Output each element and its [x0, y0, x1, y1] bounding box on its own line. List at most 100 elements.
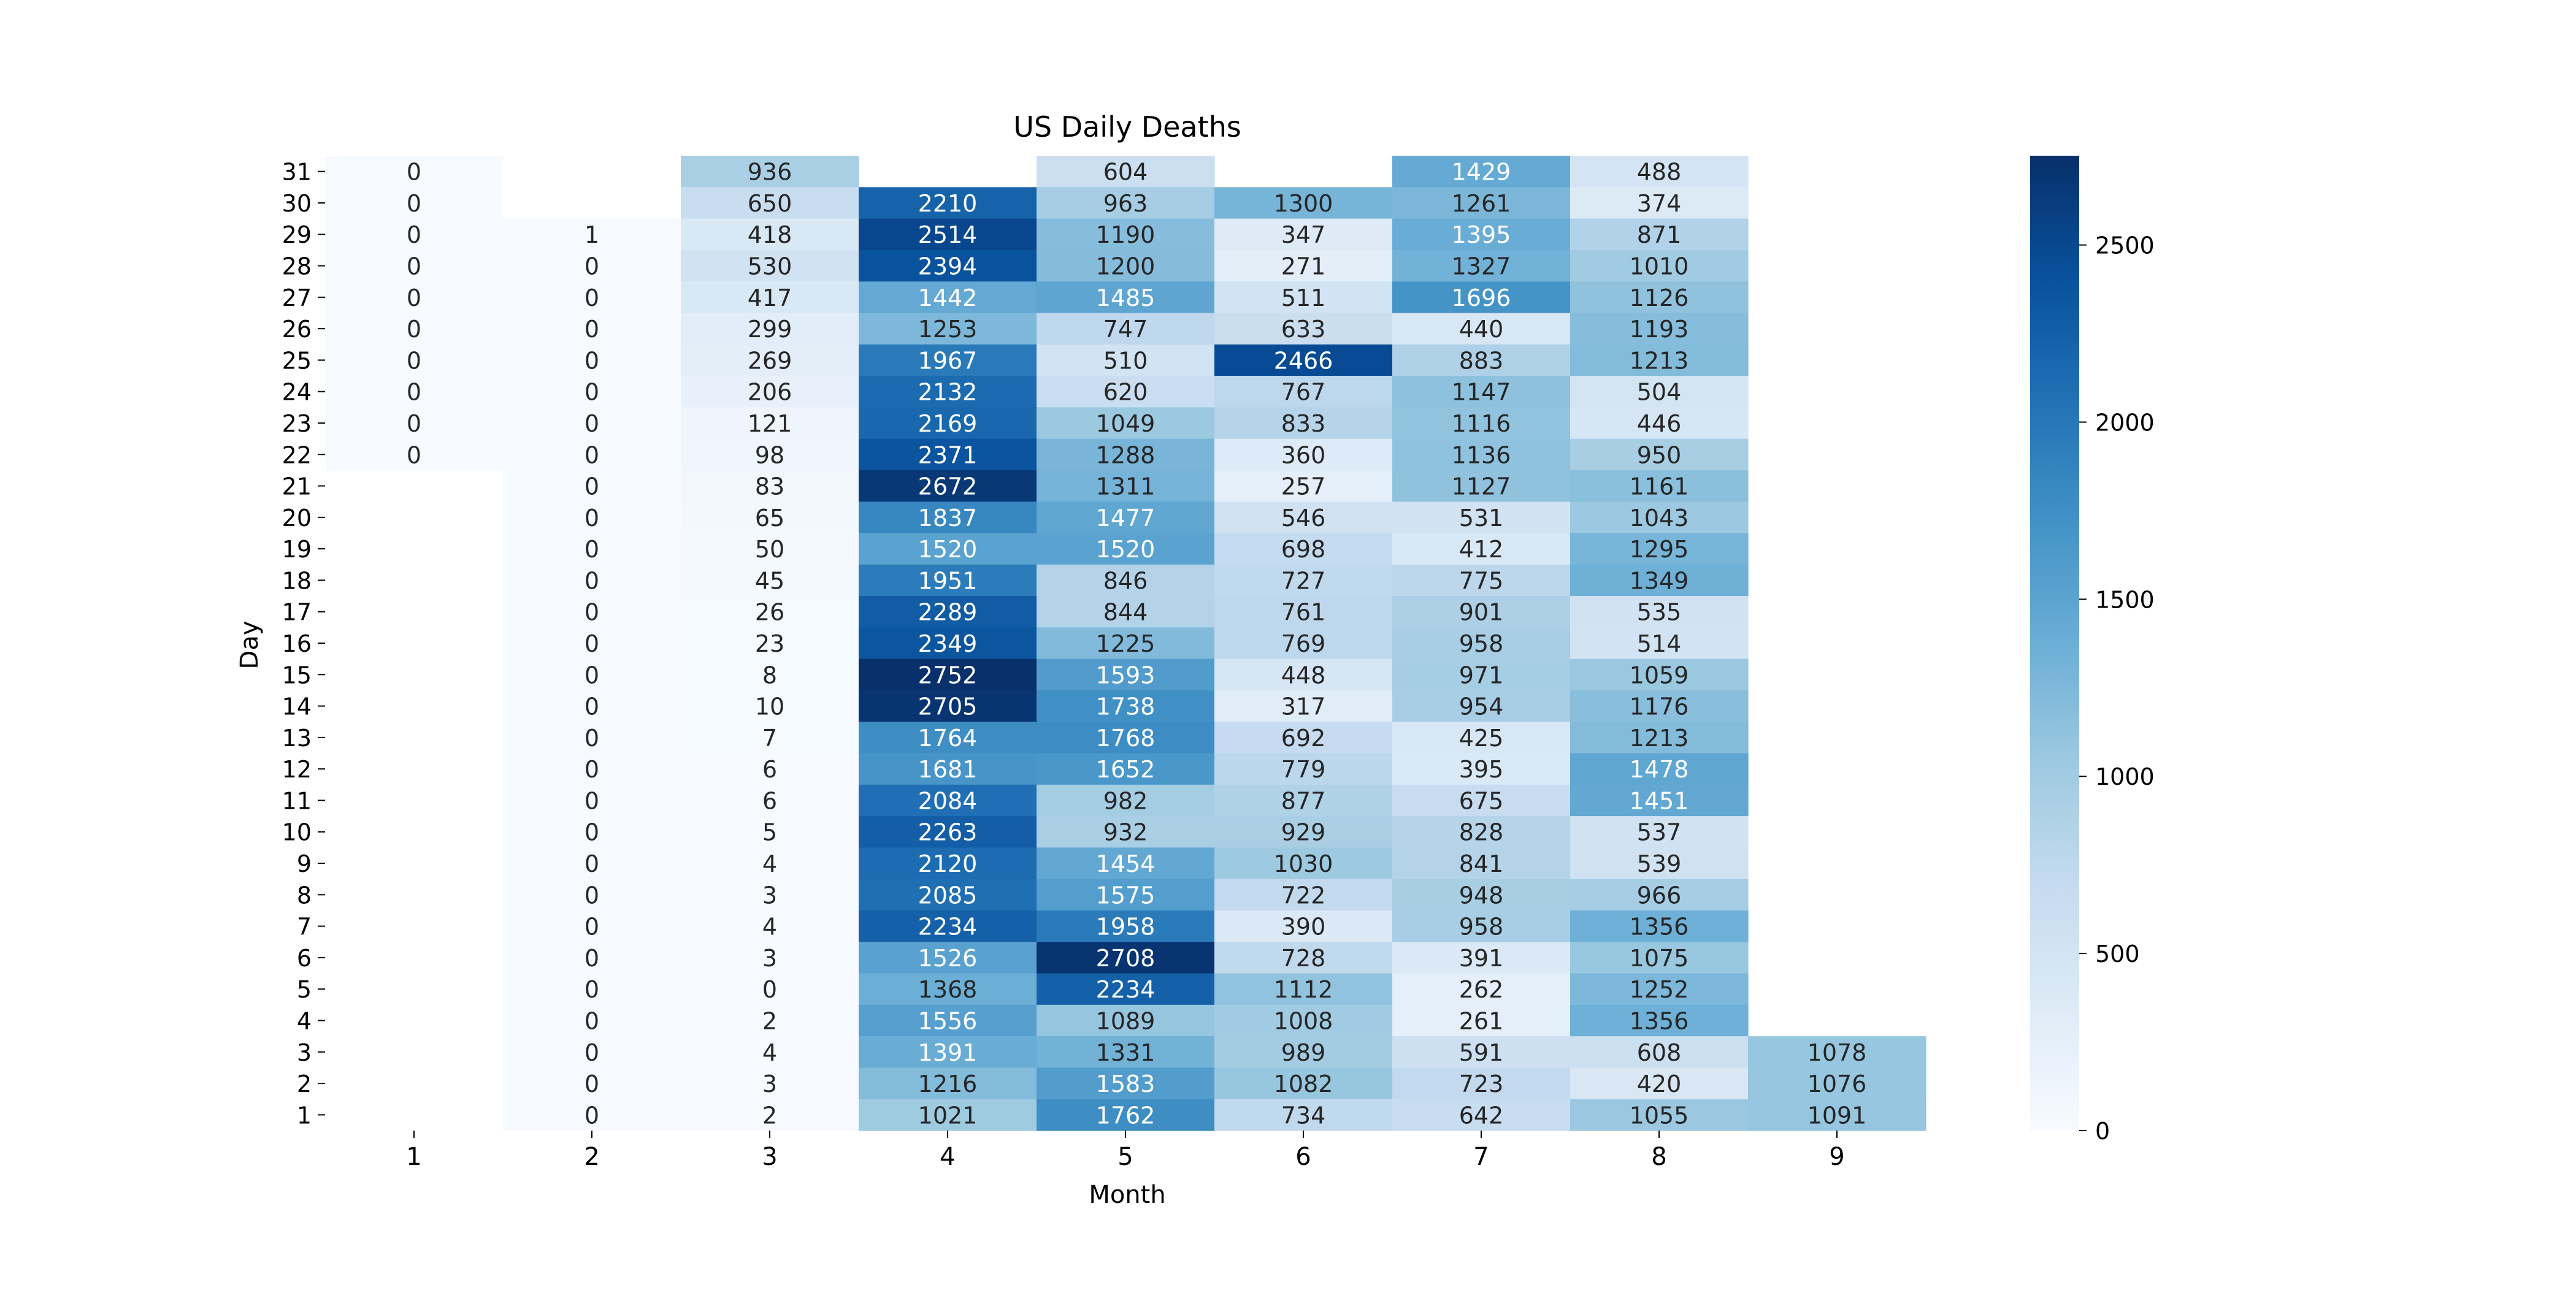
heatmap-cell [1392, 376, 1571, 408]
cell-value-label: 722 [1281, 882, 1326, 909]
cell-value-label: 1295 [1630, 536, 1689, 563]
cell-value-label: 950 [1637, 441, 1682, 468]
heatmap-cell [1392, 1004, 1571, 1037]
cell-value-label: 698 [1281, 536, 1326, 563]
cell-value-label: 0 [585, 536, 599, 563]
cell-value-label: 0 [585, 693, 599, 720]
heatmap-cell [1392, 564, 1571, 597]
y-tick-label: 14 [282, 693, 312, 720]
cell-value-label: 2 [762, 1102, 777, 1129]
cell-value-label: 1768 [1096, 725, 1156, 752]
heatmap-cell [1037, 218, 1215, 251]
heatmap-cell [859, 942, 1037, 974]
cell-value-label: 0 [585, 347, 599, 374]
cell-value-label: 262 [1459, 976, 1504, 1003]
y-tick-label: 24 [282, 379, 312, 406]
cell-value-label: 0 [585, 379, 599, 406]
heatmap-cell [1748, 1099, 1926, 1131]
cell-value-label: 1526 [918, 945, 978, 972]
heatmap-cell [1570, 1036, 1749, 1069]
heatmap-cell [1392, 1099, 1571, 1131]
heatmap-cell [1392, 973, 1571, 1006]
cell-value-label: 539 [1637, 850, 1682, 877]
heatmap-cell [503, 596, 681, 628]
cell-value-label: 374 [1637, 190, 1682, 217]
cell-value-label: 604 [1103, 159, 1148, 186]
cell-value-label: 954 [1459, 693, 1504, 720]
cell-value-label: 4 [762, 850, 777, 877]
cell-value-label: 734 [1281, 1102, 1326, 1129]
heatmap-cell [503, 281, 681, 314]
y-tick-label: 6 [297, 945, 312, 972]
cell-value-label: 692 [1281, 725, 1326, 752]
heatmap-cell [859, 1004, 1037, 1037]
cell-value-label: 0 [407, 221, 421, 248]
heatmap-cell [1392, 658, 1571, 691]
cell-value-label: 846 [1103, 567, 1148, 594]
heatmap-cell [1570, 847, 1749, 880]
heatmap-cell [1214, 502, 1393, 534]
cell-value-label: 23 [755, 630, 784, 657]
cell-value-label: 1477 [1096, 505, 1156, 532]
cell-value-label: 2708 [1096, 945, 1156, 972]
cell-value-label: 0 [407, 410, 421, 437]
heatmap-cell [1392, 722, 1571, 754]
heatmap-cell [1214, 218, 1393, 251]
heatmap-cell [1037, 973, 1215, 1006]
cell-value-label: 1593 [1096, 662, 1156, 689]
y-tick-label: 31 [282, 159, 312, 186]
cell-value-label: 3 [762, 945, 777, 972]
cell-value-label: 971 [1459, 662, 1504, 689]
x-tick-label: 4 [940, 1143, 955, 1171]
heatmap-cell [859, 690, 1037, 722]
cell-value-label: 2210 [918, 190, 978, 217]
heatmap-cell [325, 281, 504, 314]
cell-value-label: 417 [748, 284, 792, 311]
heatmap-cell [325, 313, 504, 345]
heatmap-cell [859, 879, 1037, 911]
cell-value-label: 0 [407, 284, 421, 311]
heatmap-cell [1570, 564, 1749, 597]
heatmap-cell [503, 376, 681, 408]
heatmap-cell [681, 313, 859, 345]
cell-value-label: 2120 [918, 850, 978, 877]
heatmap-cell [1037, 1004, 1215, 1037]
heatmap-cell [1570, 658, 1749, 691]
y-tick-label: 19 [282, 536, 312, 563]
cell-value-label: 871 [1637, 221, 1682, 248]
cell-value-label: 271 [1281, 253, 1326, 280]
heatmap-cell [503, 627, 681, 660]
cell-value-label: 1520 [1096, 536, 1156, 563]
heatmap-cell [1570, 753, 1749, 785]
cell-value-label: 0 [407, 379, 421, 406]
y-tick-label: 18 [282, 567, 312, 594]
cell-value-label: 8 [762, 662, 777, 689]
heatmap-cell [1570, 502, 1749, 534]
cell-value-label: 728 [1281, 945, 1326, 972]
cell-value-label: 412 [1459, 536, 1504, 563]
heatmap-cell [859, 910, 1037, 942]
cell-value-label: 769 [1281, 630, 1326, 657]
heatmap-cell [1037, 470, 1215, 502]
heatmap-cell [859, 344, 1037, 376]
cell-value-label: 727 [1281, 567, 1326, 594]
heatmap-cell [859, 250, 1037, 282]
cell-value-label: 0 [407, 190, 421, 217]
cell-value-label: 257 [1281, 473, 1326, 500]
heatmap-cell [1570, 879, 1749, 911]
cell-value-label: 0 [585, 976, 599, 1003]
cell-value-label: 1008 [1274, 1007, 1333, 1034]
cell-value-label: 0 [407, 347, 421, 374]
heatmap-cell [681, 627, 859, 660]
heatmap-cell [681, 753, 859, 785]
cell-value-label: 504 [1637, 379, 1682, 406]
heatmap-cell [859, 973, 1037, 1006]
y-tick-label: 21 [282, 473, 312, 500]
colorbar-gradient [2030, 156, 2079, 1131]
y-tick-label: 23 [282, 410, 312, 437]
cell-value-label: 0 [407, 253, 421, 280]
cell-value-label: 1161 [1630, 473, 1689, 500]
heatmap-cell [503, 753, 681, 785]
cell-value-label: 2085 [918, 882, 978, 909]
heatmap-cell [503, 470, 681, 502]
